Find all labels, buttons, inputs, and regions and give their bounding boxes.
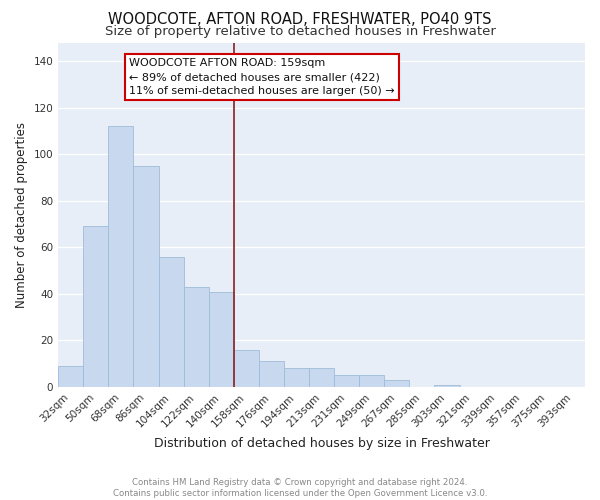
Bar bbox=[58, 366, 83, 387]
Bar bbox=[284, 368, 309, 387]
Bar bbox=[184, 287, 209, 387]
Bar bbox=[133, 166, 158, 387]
Bar bbox=[158, 256, 184, 387]
Text: WOODCOTE AFTON ROAD: 159sqm
← 89% of detached houses are smaller (422)
11% of se: WOODCOTE AFTON ROAD: 159sqm ← 89% of det… bbox=[129, 58, 395, 96]
Bar bbox=[359, 376, 385, 387]
Bar bbox=[209, 292, 234, 387]
Y-axis label: Number of detached properties: Number of detached properties bbox=[15, 122, 28, 308]
Bar bbox=[434, 384, 460, 387]
Text: WOODCOTE, AFTON ROAD, FRESHWATER, PO40 9TS: WOODCOTE, AFTON ROAD, FRESHWATER, PO40 9… bbox=[108, 12, 492, 28]
Bar bbox=[83, 226, 109, 387]
Text: Contains HM Land Registry data © Crown copyright and database right 2024.
Contai: Contains HM Land Registry data © Crown c… bbox=[113, 478, 487, 498]
Bar bbox=[259, 362, 284, 387]
Bar bbox=[385, 380, 409, 387]
Bar bbox=[309, 368, 334, 387]
Text: Size of property relative to detached houses in Freshwater: Size of property relative to detached ho… bbox=[104, 25, 496, 38]
X-axis label: Distribution of detached houses by size in Freshwater: Distribution of detached houses by size … bbox=[154, 437, 490, 450]
Bar bbox=[334, 376, 359, 387]
Bar bbox=[109, 126, 133, 387]
Bar bbox=[234, 350, 259, 387]
